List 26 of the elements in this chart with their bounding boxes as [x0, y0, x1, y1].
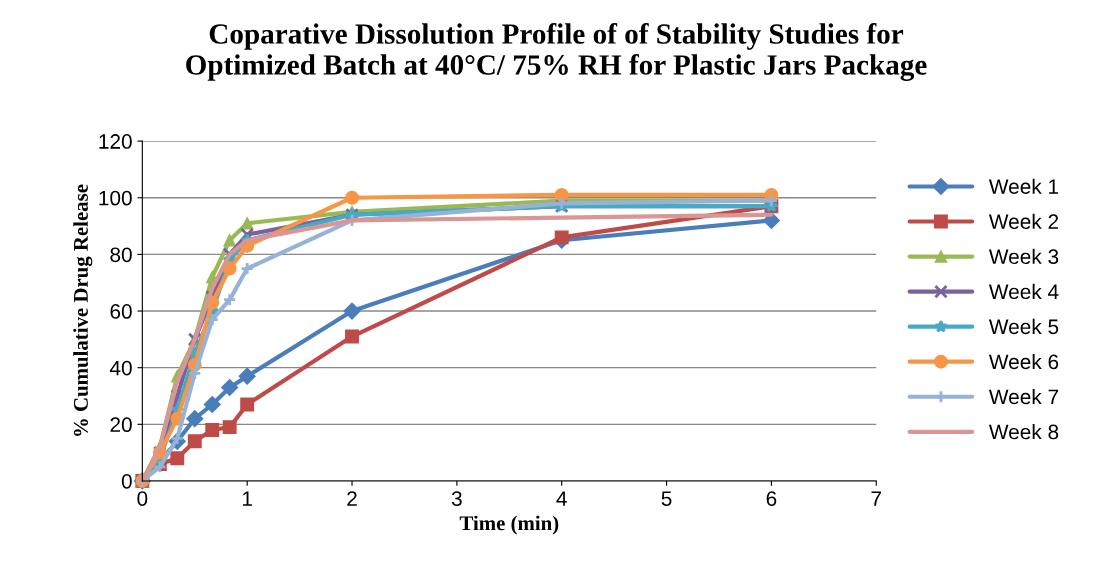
- legend-label: Week 6: [988, 353, 1059, 370]
- y-tick-label: 60: [110, 304, 132, 319]
- chart-title: Coparative Dissolution Profile of of Stability Studies for Optimized Batch at 40°C/ 75% RH for Plastic Jars Package: [186, 23, 927, 81]
- legend-label: Week 5: [988, 318, 1059, 335]
- y-tick-label: 40: [109, 360, 132, 376]
- legend-label: Week 4: [988, 283, 1059, 300]
- legend-label: Week 8: [988, 423, 1059, 440]
- y-tick-label: 100: [99, 190, 132, 206]
- y-tick-label: 120: [99, 134, 132, 149]
- legend-label: Week 3: [988, 248, 1059, 265]
- x-tick-label: 6: [766, 491, 777, 506]
- x-tick-label: 4: [556, 491, 567, 506]
- y-tick-label: 20: [110, 417, 132, 433]
- y-axis-title: % Cumulative Drug Release: [73, 184, 93, 436]
- x-tick-label: 0: [137, 491, 148, 506]
- legend-label: Week 7: [988, 388, 1059, 405]
- x-tick-label: 1: [242, 491, 252, 506]
- legend-label: Week 1: [988, 178, 1059, 194]
- x-tick-label: 7: [871, 491, 881, 506]
- y-tick-label: 80: [110, 247, 132, 263]
- y-tick-label: 0: [121, 473, 132, 489]
- x-tick-label: 5: [661, 491, 672, 506]
- x-axis-title: Time (min): [459, 515, 559, 535]
- x-tick-label: 3: [451, 491, 462, 506]
- legend-label: Week 2: [988, 213, 1059, 230]
- x-tick-label: 2: [347, 491, 357, 506]
